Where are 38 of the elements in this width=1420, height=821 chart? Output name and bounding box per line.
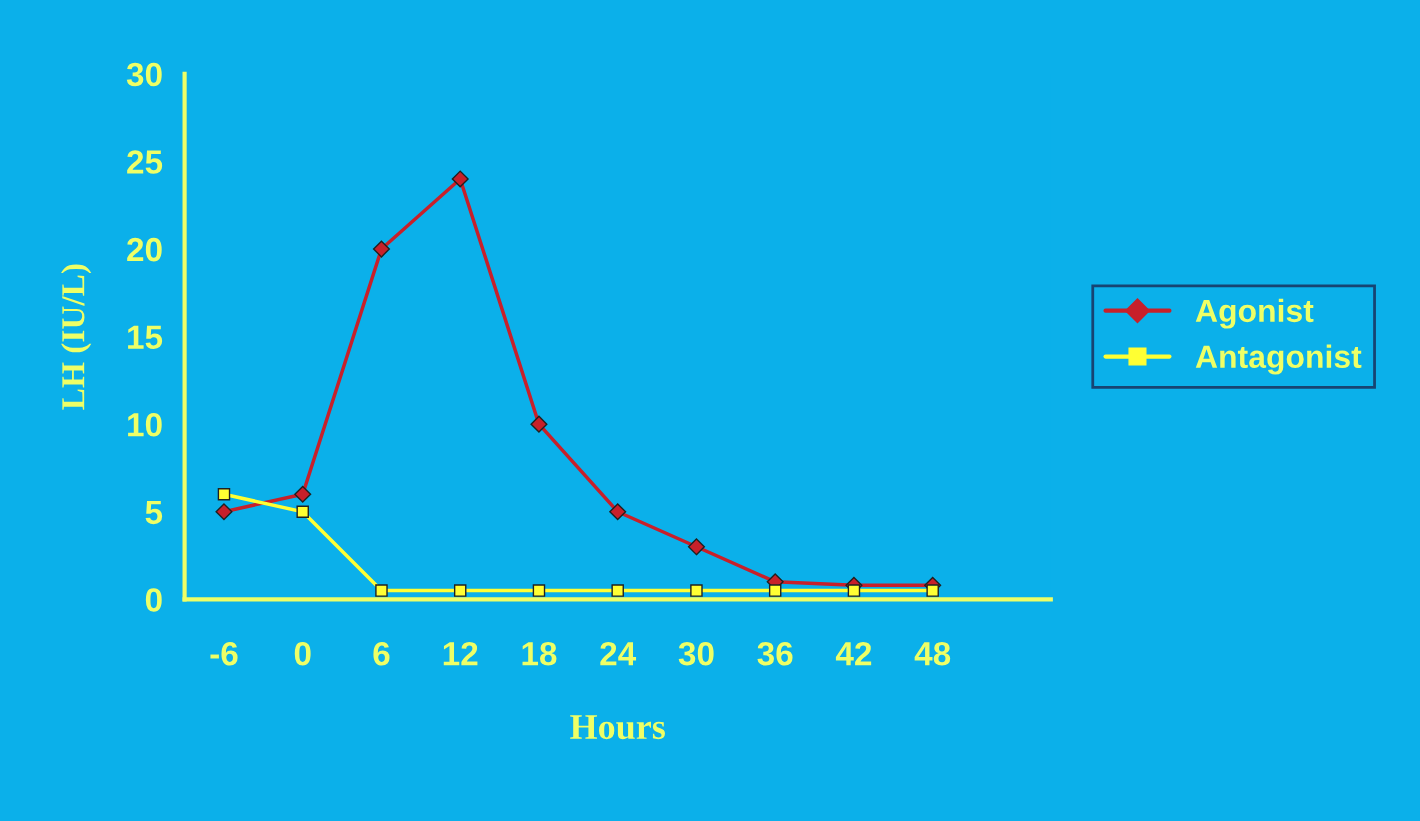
point	[294, 485, 312, 503]
point	[375, 584, 388, 597]
point	[217, 487, 231, 501]
legend-label: Antagonist	[1195, 344, 1362, 375]
point	[530, 415, 548, 433]
point	[532, 584, 546, 597]
x-tick-label: 0	[294, 641, 311, 666]
point	[847, 584, 861, 597]
x-tick-label: 6	[373, 641, 390, 666]
point	[611, 584, 624, 597]
x-tick-label: 36	[757, 641, 793, 666]
point	[690, 584, 703, 597]
x-tick-label: 12	[443, 641, 478, 666]
x-tick-label: -6	[210, 641, 238, 666]
x-tick-label: 24	[600, 641, 637, 666]
y-tick-label: 15	[128, 325, 163, 350]
x-tick-label: 48	[914, 641, 951, 666]
point	[296, 505, 309, 519]
y-tick-label: 0	[145, 588, 162, 612]
y-tick-label: 20	[127, 237, 162, 262]
y-tick-label: 5	[145, 500, 163, 525]
legend-label: Agonist	[1195, 298, 1314, 329]
x-tick-label: 30	[678, 641, 714, 666]
point	[215, 503, 233, 521]
y-tick-label: 25	[127, 150, 163, 174]
point	[372, 240, 391, 258]
point	[453, 584, 467, 597]
point	[768, 584, 782, 597]
x-tick-label: 42	[835, 641, 872, 666]
y-axis-title: LH (IU/L)	[61, 264, 92, 410]
point	[687, 538, 705, 556]
y-tick-label: 10	[128, 412, 162, 437]
x-tick-label: 18	[522, 641, 557, 666]
y-tick-label: 30	[126, 62, 162, 87]
x-axis-title: Hours	[570, 715, 665, 740]
point	[926, 584, 939, 597]
point	[609, 503, 627, 521]
point	[451, 170, 469, 188]
